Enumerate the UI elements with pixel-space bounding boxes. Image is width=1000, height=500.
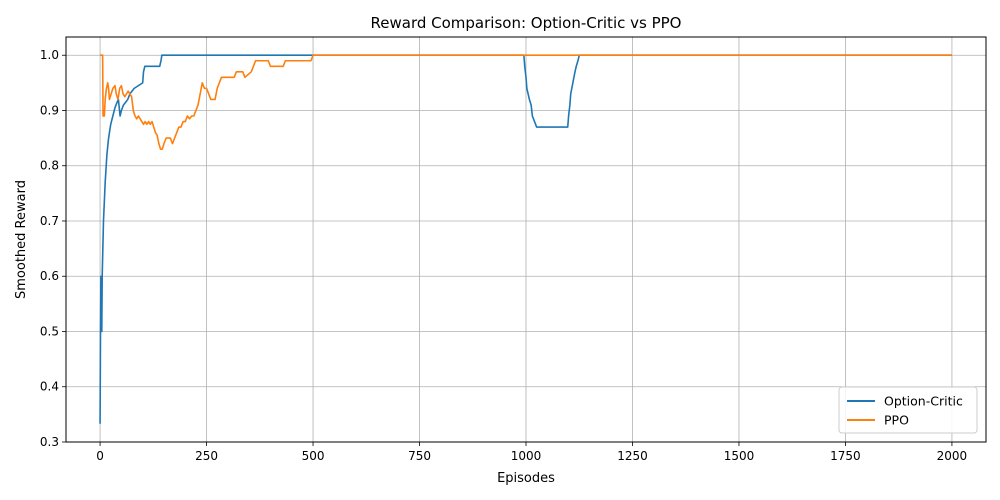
x-tick-label: 1250 [617, 449, 648, 463]
y-axis-label: Smoothed Reward [14, 180, 29, 299]
y-tick-label: 0.8 [40, 159, 59, 173]
y-tick-label: 0.4 [40, 380, 59, 394]
x-tick-label: 500 [302, 449, 325, 463]
x-tick-label: 1000 [511, 449, 542, 463]
chart-title: Reward Comparison: Option-Critic vs PPO [371, 14, 682, 32]
x-tick-label: 1500 [724, 449, 755, 463]
series-line-option-critic [99, 54, 952, 424]
y-tick-label: 0.7 [40, 214, 59, 228]
x-tick-label: 250 [195, 449, 218, 463]
ticks: 0 250 500 750 1000 1250 1500 1750 2000 0.3 0.4 0.5 0… [40, 48, 967, 463]
y-tick-label: 0.9 [40, 103, 59, 117]
y-tick-label: 0.6 [40, 269, 59, 283]
legend-box [838, 386, 978, 434]
series-layer [99, 54, 952, 424]
legend: Option-Critic PPO [838, 386, 978, 434]
legend-label: PPO [884, 413, 909, 428]
x-tick-label: 1750 [830, 449, 861, 463]
x-tick-label: 750 [408, 449, 431, 463]
y-tick-label: 0.5 [40, 324, 59, 338]
y-tick-label: 0.3 [40, 435, 59, 449]
y-tick-label: 1.0 [40, 48, 59, 62]
x-tick-label: 0 [96, 449, 104, 463]
x-axis-label: Episodes [497, 471, 555, 486]
x-tick-label: 2000 [937, 449, 968, 463]
legend-label: Option-Critic [884, 394, 963, 409]
series-line-ppo [100, 54, 952, 150]
